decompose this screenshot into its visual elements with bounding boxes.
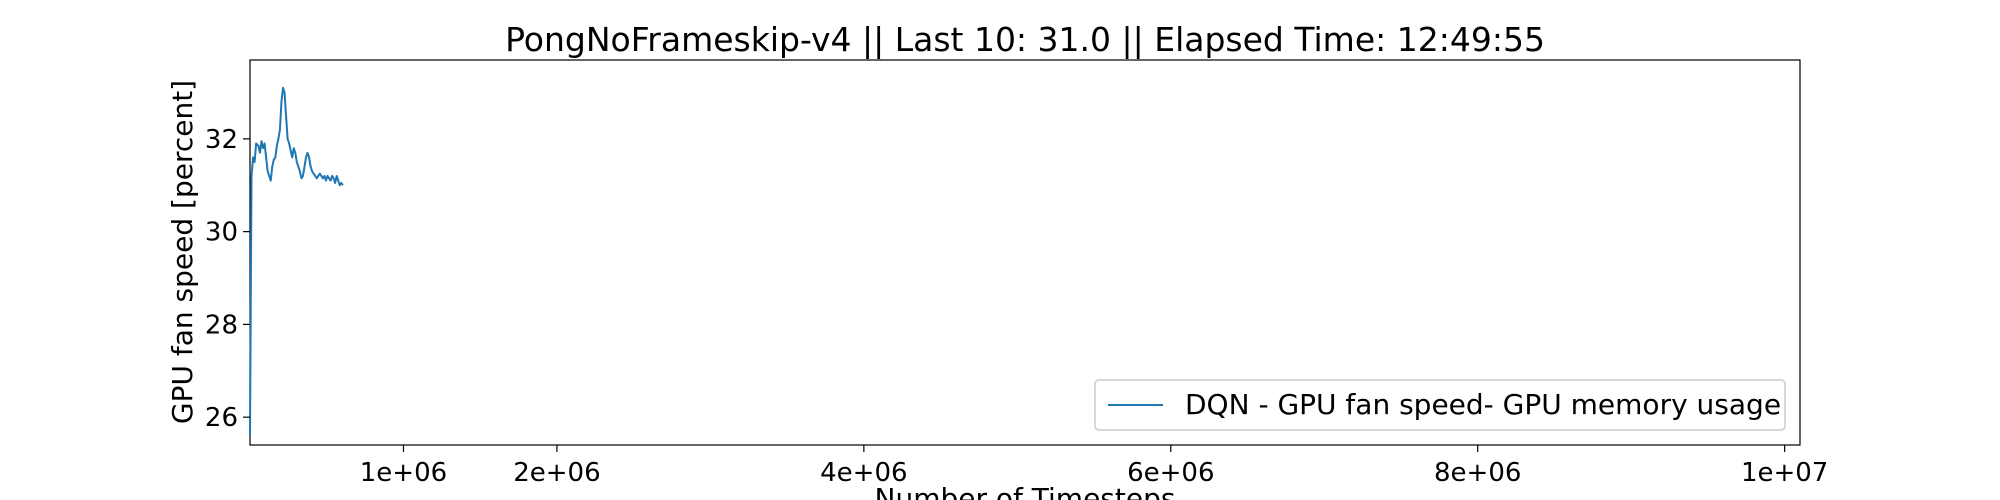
series-line-0 [249,86,344,436]
y-tick-label: 32 [205,125,238,155]
x-tick-label: 6e+06 [1127,458,1214,488]
y-tick-label: 26 [205,403,238,433]
legend: DQN - GPU fan speed- GPU memory usage [1094,379,1786,431]
x-tick-label: 2e+06 [513,458,600,488]
x-tick-label: 8e+06 [1434,458,1521,488]
y-tick-label: 30 [205,218,238,248]
chart-title: PongNoFrameskip-v4 || Last 10: 31.0 || E… [505,20,1545,59]
x-tick-label: 4e+06 [820,458,907,488]
x-axis-label: Number of Timesteps [875,482,1176,500]
legend-box [1094,379,1786,431]
x-tick-label: 1e+07 [1741,458,1828,488]
x-axis: 1e+06 2e+06 4e+06 6e+06 8e+06 1e+07 [360,445,1828,488]
legend-label: DQN - GPU fan speed- GPU memory usage [1185,388,1781,421]
y-axis: 26 28 30 32 [205,125,250,433]
x-tick-label: 1e+06 [360,458,447,488]
y-axis-label: GPU fan speed [percent] [166,80,199,424]
y-tick-label: 28 [205,310,238,340]
series-layer [249,86,344,436]
plot-area-frame [249,59,1801,446]
